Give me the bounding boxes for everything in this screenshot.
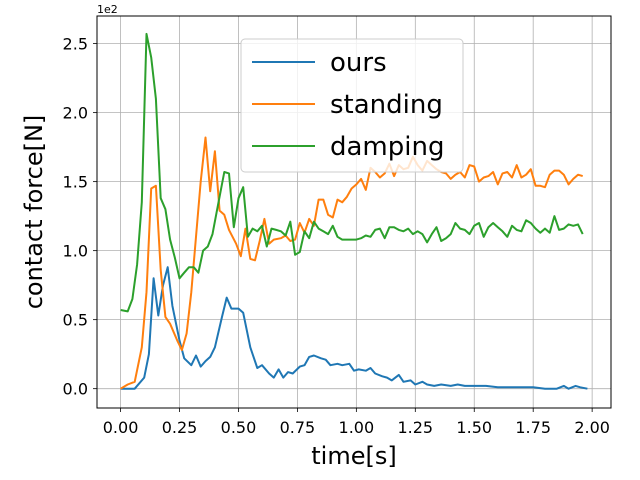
x-tick-label: 0.25 bbox=[162, 418, 198, 437]
x-tick-label: 1.75 bbox=[515, 418, 551, 437]
legend-box bbox=[240, 38, 464, 173]
plot-frame bbox=[96, 15, 612, 409]
series-line-standing bbox=[120, 136, 583, 390]
legend-label-standing: standing bbox=[330, 90, 443, 120]
ticks: 0.00 0.25 0.50 0.75 1.00 1.25 1.50 1.75 2.00 0.0 0… bbox=[63, 35, 610, 437]
y-axis-label: contact force[N] bbox=[20, 115, 48, 310]
x-tick-label: 1.00 bbox=[339, 418, 375, 437]
y-tick-label: 1.5 bbox=[63, 173, 88, 192]
legend: ours standing damping bbox=[240, 38, 464, 173]
legend-label-damping: damping bbox=[330, 132, 444, 162]
series-line-ours bbox=[120, 266, 588, 390]
x-tick-label: 2.00 bbox=[574, 418, 610, 437]
x-tick-label: 0.50 bbox=[221, 418, 257, 437]
x-tick-label: 1.50 bbox=[456, 418, 492, 437]
x-axis-label: time[s] bbox=[311, 442, 396, 470]
y-tick-label: 0.0 bbox=[63, 380, 88, 399]
x-tick-label: 0.00 bbox=[103, 418, 139, 437]
y-tick-label: 2.5 bbox=[63, 35, 88, 54]
y-tick-label: 1.0 bbox=[63, 242, 88, 261]
legend-label-ours: ours bbox=[330, 48, 387, 78]
y-tick-label: 0.5 bbox=[63, 311, 88, 330]
x-tick-label: 1.25 bbox=[397, 418, 433, 437]
x-tick-label: 0.75 bbox=[280, 418, 316, 437]
series-layer bbox=[120, 32, 588, 390]
series-line-damping bbox=[120, 32, 584, 313]
y-offset-label: 1e2 bbox=[97, 3, 118, 16]
y-tick-label: 2.0 bbox=[63, 104, 88, 123]
